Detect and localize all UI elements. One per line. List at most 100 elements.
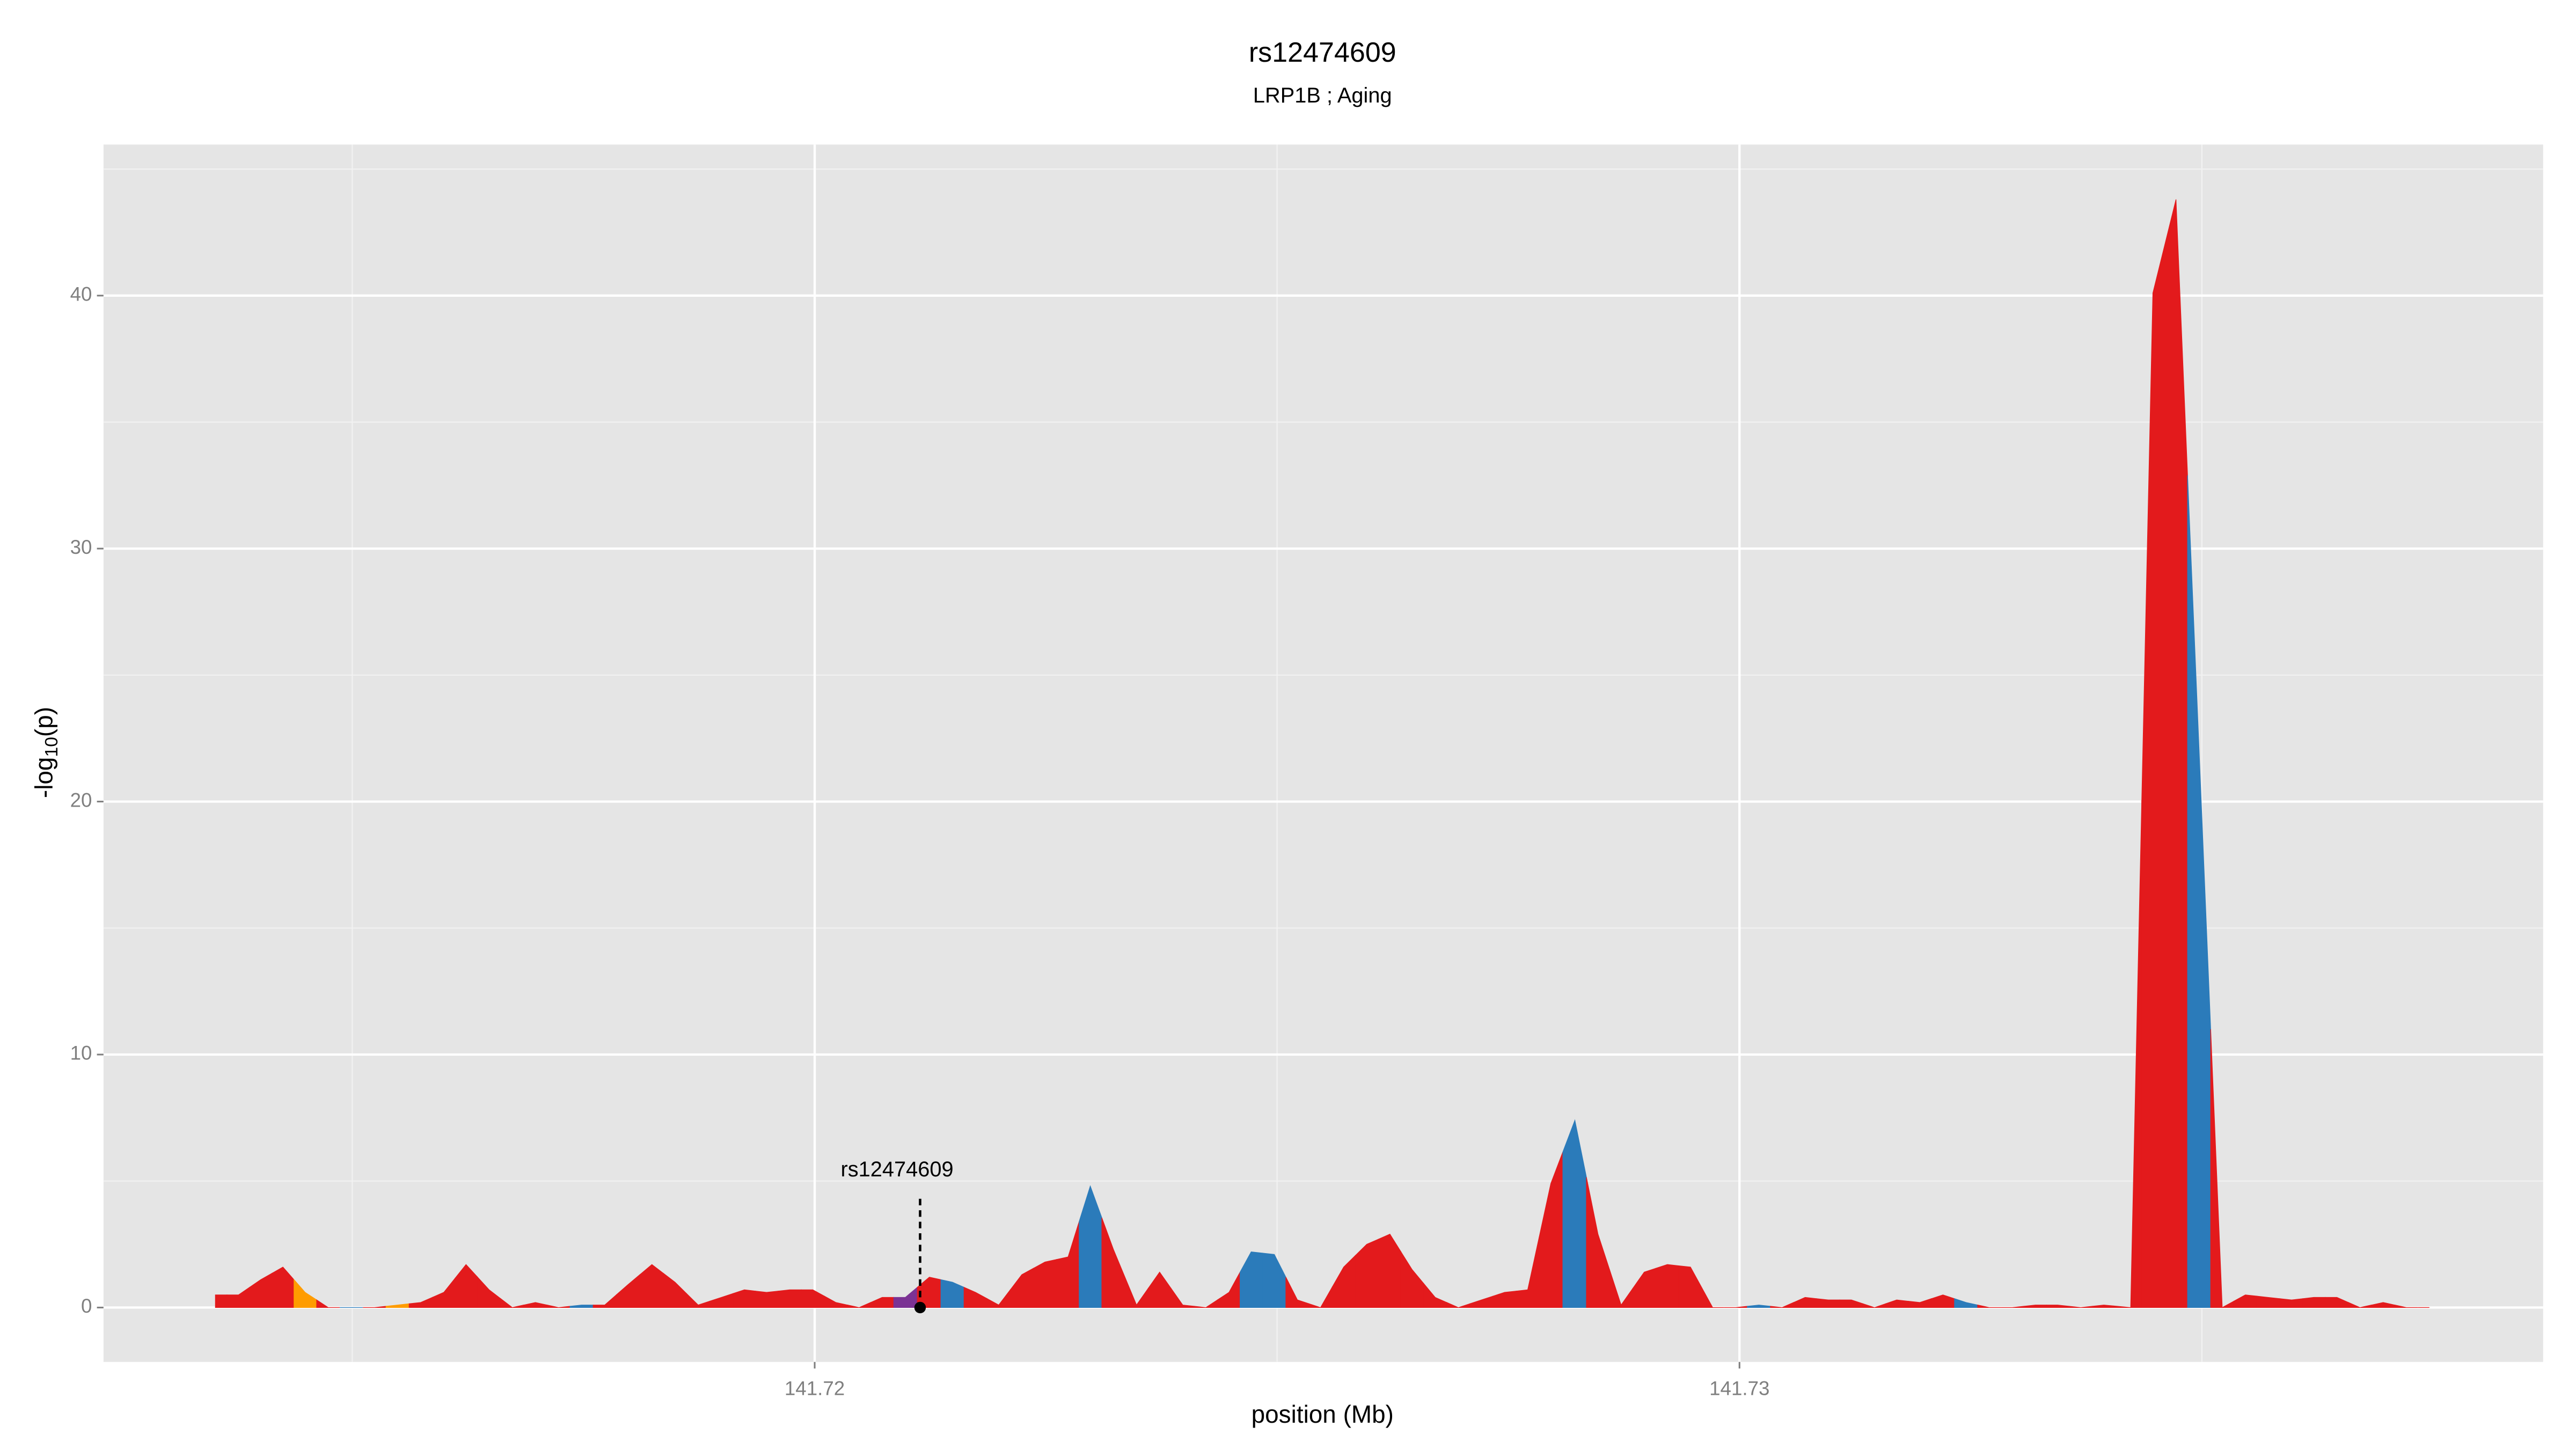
area-segment xyxy=(2046,1305,2070,1308)
area-segment xyxy=(1678,1265,1702,1308)
area-segment xyxy=(1355,1239,1379,1308)
highlight-label: rs12474609 xyxy=(841,1158,954,1181)
chart-subtitle: LRP1B ; Aging xyxy=(1253,84,1392,107)
grid xyxy=(103,144,2543,1362)
area-segment xyxy=(2394,1304,2418,1308)
area-segment xyxy=(663,1272,687,1308)
area-segment xyxy=(1033,1259,1057,1308)
area-segment xyxy=(1194,1299,1218,1308)
area-segment xyxy=(1240,1252,1263,1308)
area-segment xyxy=(1423,1282,1447,1308)
area-segment xyxy=(546,1304,570,1308)
area-segment xyxy=(2279,1298,2303,1308)
area-segment xyxy=(477,1276,501,1308)
area-segment xyxy=(1124,1277,1148,1308)
area-segment xyxy=(2325,1297,2349,1308)
area-segment xyxy=(1469,1296,1494,1308)
area-segment xyxy=(801,1289,825,1308)
y-tick-label: 30 xyxy=(70,536,92,558)
area-segment xyxy=(778,1289,802,1308)
y-axis-label: -log10(p) xyxy=(30,707,62,798)
area-segment xyxy=(408,1297,433,1308)
area-segment xyxy=(1308,1286,1333,1308)
x-tick-label: 141.72 xyxy=(785,1377,845,1399)
area-segment xyxy=(1931,1294,1955,1308)
area-segment xyxy=(1885,1299,1909,1308)
area-segment xyxy=(249,1272,273,1308)
area-segment xyxy=(755,1291,779,1308)
annotation: rs12474609 xyxy=(841,1158,954,1314)
x-axis-label: position (Mb) xyxy=(1252,1400,1394,1428)
area-segment xyxy=(616,1274,640,1308)
area-segment xyxy=(2256,1296,2281,1308)
area-segment xyxy=(686,1293,711,1308)
area-segment xyxy=(1977,1304,2001,1308)
area-segment xyxy=(2302,1297,2326,1308)
area-segment xyxy=(1516,1236,1540,1308)
area-segment xyxy=(2210,1029,2234,1308)
area-segment xyxy=(1378,1233,1402,1308)
area-segment xyxy=(2092,1305,2118,1308)
area-segment xyxy=(2069,1306,2093,1308)
area-segment xyxy=(847,1302,871,1308)
area-segment xyxy=(1217,1272,1241,1308)
area-segment xyxy=(2023,1305,2047,1308)
area-segment xyxy=(294,1278,317,1308)
area-segment xyxy=(455,1264,478,1308)
area-segment xyxy=(226,1286,250,1308)
area-segment xyxy=(592,1294,617,1308)
area-segment xyxy=(1170,1287,1195,1308)
area-segment xyxy=(1539,1152,1563,1308)
y-tick-label: 20 xyxy=(70,789,92,811)
area-segment xyxy=(1147,1271,1172,1308)
area-segment xyxy=(2233,1294,2258,1308)
area-segment xyxy=(1101,1217,1125,1308)
area-segment xyxy=(1492,1291,1517,1308)
area-segment xyxy=(1908,1298,1932,1308)
area-segment xyxy=(893,1286,918,1308)
y-tick-label: 40 xyxy=(70,283,92,305)
area-segment xyxy=(271,1267,295,1308)
area-segment xyxy=(1056,1221,1080,1308)
area-segment xyxy=(1770,1302,1794,1308)
area-segment xyxy=(824,1296,848,1308)
area-segment xyxy=(1079,1185,1102,1308)
area-segment xyxy=(1262,1253,1286,1308)
area-segment xyxy=(1609,1269,1633,1308)
area-segment xyxy=(569,1305,594,1308)
area-segment xyxy=(500,1298,524,1308)
area-segment xyxy=(940,1279,964,1308)
area-segment xyxy=(2187,475,2211,1308)
area-segment xyxy=(1285,1277,1309,1308)
area-segment xyxy=(523,1302,547,1308)
area-segment xyxy=(709,1293,734,1308)
area-segment xyxy=(316,1299,340,1308)
area-segment xyxy=(1562,1119,1587,1308)
area-segment xyxy=(1839,1299,1863,1308)
area xyxy=(215,199,2429,1308)
area-segment xyxy=(732,1289,756,1308)
area-segment xyxy=(963,1286,988,1308)
area-segment xyxy=(385,1303,410,1308)
area-segment xyxy=(639,1264,664,1308)
area-segment xyxy=(1793,1297,1817,1308)
y-tick-label: 0 xyxy=(81,1295,92,1317)
area-segment xyxy=(917,1277,941,1308)
area-segment xyxy=(1400,1250,1424,1308)
area-segment xyxy=(1446,1302,1470,1308)
area-segment xyxy=(1747,1305,1771,1308)
highlight-point xyxy=(914,1301,926,1314)
area-segment xyxy=(1009,1268,1034,1308)
area-segment xyxy=(2371,1302,2395,1308)
area-segment xyxy=(1586,1177,1610,1308)
area-segment xyxy=(1331,1255,1356,1308)
area-segment xyxy=(1655,1264,1680,1308)
area-segment xyxy=(1632,1268,1656,1308)
area-segment xyxy=(2348,1302,2372,1308)
area-segment xyxy=(2141,246,2165,1308)
area-segment xyxy=(2117,800,2142,1308)
area-segment xyxy=(215,1294,228,1308)
area-segment xyxy=(1862,1303,1886,1308)
area-segment xyxy=(870,1297,894,1308)
